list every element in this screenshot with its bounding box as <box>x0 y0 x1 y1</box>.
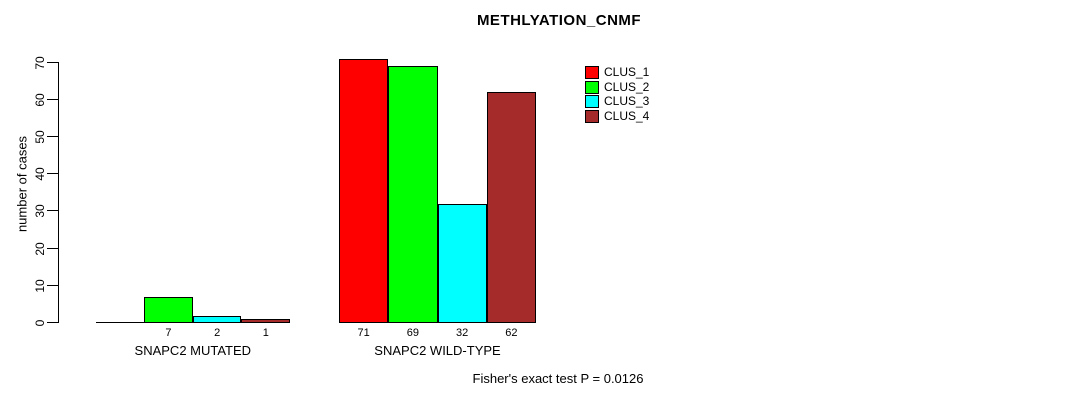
bar-value-label: 71 <box>357 327 370 339</box>
legend-label: CLUS_4 <box>604 109 650 124</box>
legend-label: CLUS_2 <box>604 79 650 94</box>
group-label: SNAPC2 MUTATED <box>134 343 252 358</box>
group-label: SNAPC2 WILD-TYPE <box>374 343 501 358</box>
bar-clus_4 <box>486 92 536 323</box>
bar-value-label: 32 <box>456 327 469 339</box>
y-tick-label-text: 50 <box>33 130 47 144</box>
y-tick-mark <box>47 136 58 137</box>
bar-clus_1 <box>339 58 389 323</box>
bar-value-label: 2 <box>214 327 221 339</box>
y-tick-mark <box>47 173 58 175</box>
y-tick-label-text: 10 <box>33 279 47 293</box>
legend-swatch-clus_1 <box>585 66 599 79</box>
legend-swatch-clus_3 <box>585 95 599 109</box>
y-tick-label-text: 40 <box>33 167 47 181</box>
y-tick-label-text: 30 <box>33 204 47 219</box>
y-tick-label-text: 70 <box>33 55 47 70</box>
bar-value-label: 69 <box>406 327 419 339</box>
y-axis-title-text: number of cases <box>14 135 30 233</box>
bar-clus_3 <box>437 203 487 323</box>
y-axis-line <box>58 62 59 323</box>
legend-label: CLUS_1 <box>604 65 650 79</box>
bar-clus_4 <box>241 319 291 323</box>
y-tick-mark <box>47 247 58 249</box>
bar-clus_2 <box>388 66 438 323</box>
y-tick-label-text: 60 <box>33 93 47 107</box>
legend-swatch-clus_4 <box>585 110 599 124</box>
chart-title: METHLYATION_CNMF <box>476 12 642 29</box>
legend-swatch-clus_2 <box>585 80 599 94</box>
y-tick-mark <box>47 98 58 100</box>
y-tick-label-text: 20 <box>33 241 47 256</box>
y-tick-mark <box>47 284 58 286</box>
y-tick-mark <box>47 210 58 212</box>
annotation-text: Fisher's exact test P = 0.0126 <box>472 371 644 386</box>
y-tick-mark <box>47 322 58 323</box>
legend-label: CLUS_3 <box>604 94 650 109</box>
y-tick-mark <box>47 61 58 63</box>
bar-value-label: 62 <box>505 327 518 339</box>
bar-clus_2 <box>144 296 193 323</box>
bar-value-label: 7 <box>165 327 172 339</box>
bar-value-label: 1 <box>262 327 269 339</box>
bar-clus_3 <box>192 315 242 323</box>
y-tick-label-text: 0 <box>33 319 47 327</box>
